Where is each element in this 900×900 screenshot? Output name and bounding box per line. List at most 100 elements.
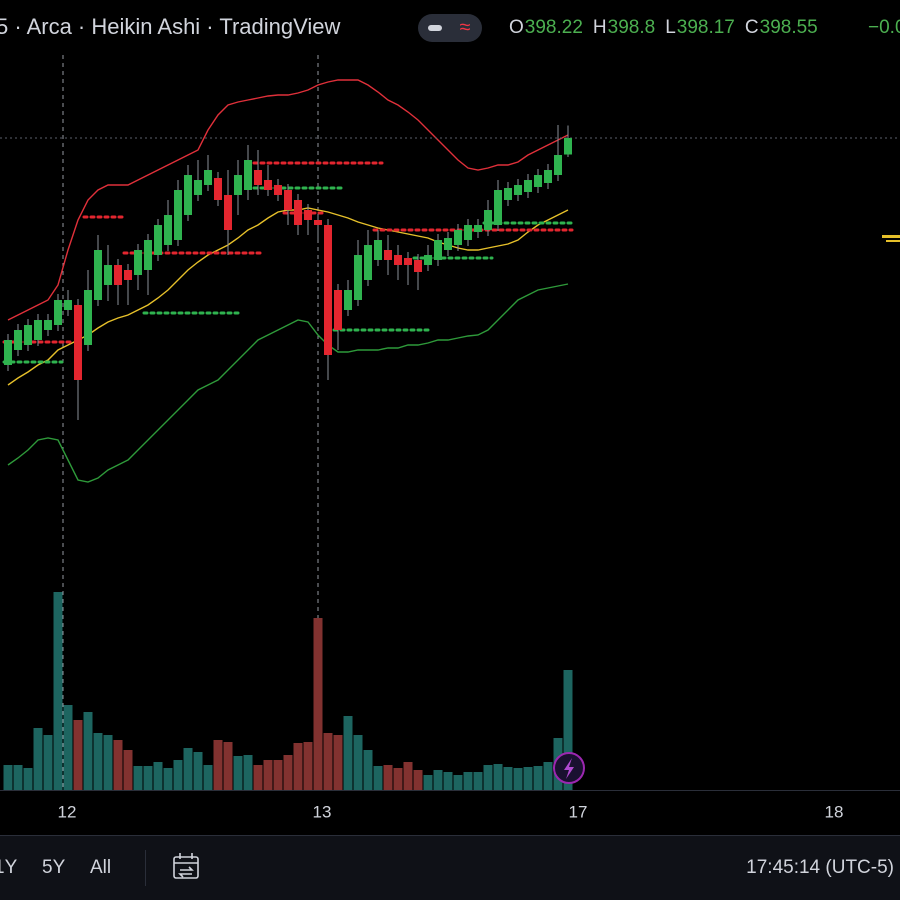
- candle-body: [114, 265, 122, 285]
- candle-body: [84, 290, 92, 345]
- volume-bar: [3, 765, 13, 790]
- volume-bar: [43, 735, 53, 790]
- plot-area: [0, 55, 900, 790]
- x-tick-label: 12: [58, 802, 77, 821]
- volume-bar: [513, 768, 523, 790]
- candle-body: [304, 210, 312, 220]
- volume-bar: [403, 762, 413, 790]
- ohlc-label: L: [665, 17, 676, 38]
- symbol-title: 5 · Arca · Heikin Ashi · TradingView: [0, 14, 341, 39]
- volume-bar: [373, 766, 383, 790]
- candle-body: [54, 300, 62, 325]
- candle-body: [104, 265, 112, 285]
- candle-body: [34, 320, 42, 340]
- volume-bar: [313, 618, 323, 790]
- ohlc-value: 398.22: [525, 17, 583, 38]
- candle-body: [314, 220, 322, 225]
- candle-body: [154, 225, 162, 255]
- volume-bar: [193, 752, 203, 790]
- candle-body: [394, 255, 402, 265]
- candle-body: [194, 180, 202, 195]
- volume-bar: [183, 748, 193, 790]
- range-button[interactable]: All: [90, 857, 111, 878]
- volume-bar: [303, 742, 313, 790]
- volume-bar: [123, 750, 133, 790]
- x-tick-label: 17: [569, 802, 588, 821]
- candle-body: [174, 190, 182, 240]
- volume-bar: [83, 712, 93, 790]
- candle-body: [414, 260, 422, 272]
- volume-bar: [33, 728, 43, 790]
- candle-body: [464, 225, 472, 240]
- clock: 17:45:14 (UTC-5): [746, 857, 894, 878]
- volume-bar: [523, 767, 533, 790]
- ohlc-value: 398.55: [760, 17, 818, 38]
- volume-bar: [273, 760, 283, 790]
- price-marker: [886, 240, 900, 242]
- volume-bar: [363, 750, 373, 790]
- candle-body: [284, 190, 292, 210]
- indicator-toggle[interactable]: [418, 14, 482, 42]
- candle-body: [494, 190, 502, 225]
- volume-bar: [153, 762, 163, 790]
- volume-bar: [563, 670, 573, 790]
- candle-body: [214, 178, 222, 200]
- volume-bar: [93, 733, 103, 790]
- candle-body: [544, 170, 552, 183]
- volume-bar: [213, 740, 223, 790]
- candle-body: [44, 320, 52, 330]
- change: −0.0: [868, 17, 900, 38]
- volume-bar: [263, 760, 273, 790]
- candle-body: [534, 175, 542, 187]
- volume-bar: [73, 720, 83, 790]
- range-button[interactable]: 1Y: [0, 857, 18, 878]
- candle-body: [514, 185, 522, 195]
- candle-body: [204, 170, 212, 185]
- x-tick-label: 18: [825, 802, 844, 821]
- volume-bar: [163, 768, 173, 790]
- volume-bar: [423, 775, 433, 790]
- candle-body: [444, 238, 452, 250]
- candle-body: [524, 180, 532, 192]
- volume-bar: [283, 755, 293, 790]
- candle-body: [184, 175, 192, 215]
- ohlc-value: 398.8: [608, 17, 656, 38]
- candle-body: [354, 255, 362, 300]
- volume-bar: [23, 768, 33, 790]
- volume-bar: [453, 775, 463, 790]
- range-button[interactable]: 5Y: [42, 857, 66, 878]
- candle-body: [234, 175, 242, 195]
- candle-body: [474, 225, 482, 232]
- volume-bar: [243, 755, 253, 790]
- date-range-button[interactable]: [173, 853, 199, 879]
- volume-bar: [413, 770, 423, 790]
- volume-bar: [503, 767, 513, 790]
- volume-bar: [103, 735, 113, 790]
- candle-body: [64, 300, 72, 310]
- candle-body: [334, 290, 342, 330]
- candle-body: [264, 180, 272, 190]
- volume-bar: [63, 705, 73, 790]
- volume-bar: [323, 733, 333, 790]
- candle-body: [14, 330, 22, 350]
- volume-bar: [133, 766, 143, 790]
- candle-body: [554, 155, 562, 175]
- candle-body: [254, 170, 262, 185]
- volume-bar: [13, 765, 23, 790]
- toolbar: [0, 835, 900, 900]
- volume-bar: [253, 765, 263, 790]
- ohlc-label: H: [593, 17, 607, 38]
- volume-bar: [223, 742, 233, 790]
- volume-bar: [543, 762, 553, 790]
- candle-body: [404, 258, 412, 265]
- candle-body: [134, 250, 142, 275]
- candle-body: [94, 250, 102, 300]
- candle-body: [74, 305, 82, 380]
- candle-body: [4, 340, 12, 365]
- toggle-icon: ≈: [460, 16, 471, 38]
- candle-body: [434, 240, 442, 260]
- volume-bar: [433, 770, 443, 790]
- candle-body: [124, 270, 132, 280]
